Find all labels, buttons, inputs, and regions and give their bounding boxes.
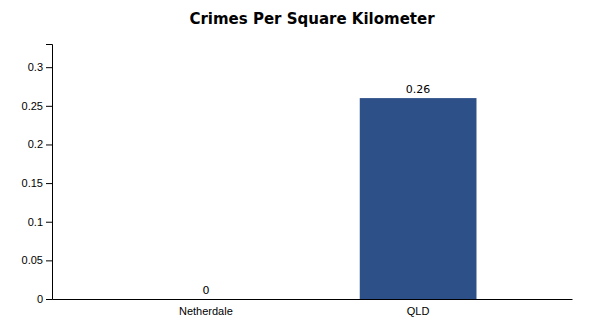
x-axis: Netherdale QLD [53,299,573,317]
y-tick-mark [46,67,52,68]
y-tick-label: 0.1 [28,216,43,228]
y-tick-label: 0 [37,293,43,305]
y-tick-mark [46,183,52,184]
y-tick-label: 0.15 [22,177,43,189]
y-tick-mark [46,144,52,145]
y-tick-label: 0.2 [28,138,43,150]
x-tick: QLD [407,299,430,317]
data-labels: 00.26 [202,83,430,297]
bars [360,98,477,299]
y-tick: 0.15 [22,177,52,189]
bar [148,299,265,300]
y-tick-mark [46,222,52,223]
y-axis-line [46,45,53,300]
y-tick: 0.3 [28,61,52,73]
chart: 00.050.10.150.20.250.3NetherdaleQLD00.26… [0,0,592,333]
data-label: 0.26 [406,83,431,96]
y-tick: 0.05 [22,254,52,266]
y-tick: 0.25 [22,100,52,112]
y-tick: 0.1 [28,216,52,228]
title: Crimes Per Square Kilometer [189,10,435,28]
y-tick-mark [46,260,52,261]
x-tick-label: QLD [407,305,430,317]
y-axis: 0 0.05 0.1 0.15 0.2 0.25 0.3 [22,45,53,306]
y-tick-label: 0.05 [22,254,43,266]
y-tick-mark [46,106,52,107]
y-tick-label: 0.3 [28,61,43,73]
data-label: 0 [202,284,209,297]
y-tick: 0 [37,293,52,305]
x-tick: Netherdale [179,299,233,317]
plot: 00.050.10.150.20.250.3NetherdaleQLD00.26 [22,45,573,317]
y-tick-label: 0.25 [22,100,43,112]
y-tick-mark [46,299,52,300]
x-tick-label: Netherdale [179,305,233,317]
y-tick: 0.2 [28,138,52,150]
x-axis-line [53,299,573,300]
bar [360,98,477,299]
